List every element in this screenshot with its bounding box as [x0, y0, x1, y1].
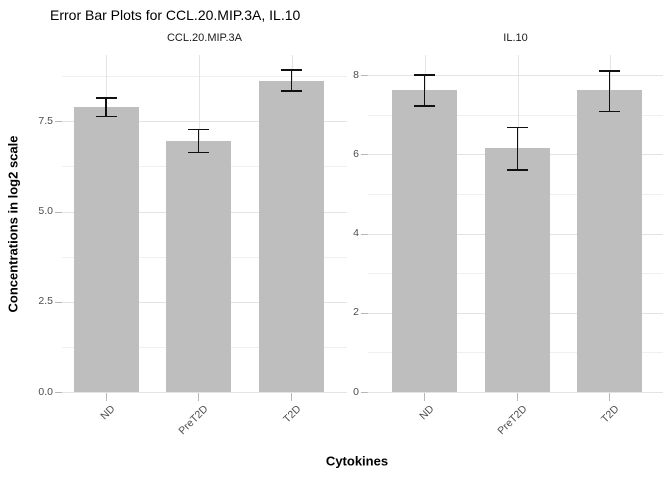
y-axis-tick-label: 6	[353, 147, 359, 160]
error-bar-cap-top	[414, 74, 435, 76]
x-axis-tick-label: ND	[416, 403, 436, 423]
y-axis-tick-label: 7.5	[38, 114, 53, 127]
bar-il-10-nd	[392, 90, 457, 392]
error-bar-cap-bottom	[95, 115, 117, 118]
y-axis-tick	[55, 301, 62, 303]
y-axis-tick-label: 0.0	[38, 385, 53, 398]
facet-strip-label-ccl-20-mip-3a: CCL.20.MIP.3A	[166, 32, 242, 44]
y-axis-tick	[361, 392, 368, 393]
error-bar-cap-bottom	[414, 105, 435, 107]
facet-strip-label-il-10: IL.10	[503, 32, 528, 44]
error-bar-line-il-10-nd	[423, 75, 426, 107]
error-bar-cap-top	[599, 70, 620, 73]
bar-il-10-t2d	[577, 90, 642, 392]
x-axis-tick	[517, 392, 518, 401]
y-axis-tick-label: 2.5	[38, 295, 53, 308]
error-bar-line-ccl-20-mip-3a-t2d	[290, 70, 293, 92]
x-axis-tick-label: T2D	[280, 403, 303, 426]
x-axis-tick-label: PreT2D	[175, 403, 210, 438]
error-bar-line-ccl-20-mip-3a-pret2d	[197, 129, 200, 153]
error-bar-cap-bottom	[599, 110, 620, 113]
y-axis-tick-label: 4	[353, 227, 359, 240]
error-bar-cap-bottom	[188, 151, 209, 154]
y-axis-tick-label: 5.0	[38, 205, 53, 218]
y-axis-tick	[361, 312, 368, 314]
bar-ccl-20-mip-3a-t2d	[259, 80, 324, 392]
error-bar-line-ccl-20-mip-3a-nd	[105, 97, 107, 117]
y-axis-tick	[361, 233, 368, 235]
error-bar-cap-top	[95, 97, 117, 99]
y-axis-tick	[55, 211, 62, 213]
y-axis-tick	[55, 392, 62, 393]
bar-ccl-20-mip-3a-nd	[73, 106, 139, 392]
error-bar-cap-top	[188, 128, 209, 131]
x-axis-tick-label: T2D	[598, 403, 621, 426]
gridline-minor	[62, 76, 347, 78]
x-axis-tick	[424, 392, 425, 401]
chart-title: Error Bar Plots for CCL.20.MIP.3A, IL.10	[50, 7, 301, 23]
x-axis-tick	[609, 392, 610, 401]
x-axis-title: Cytokines	[325, 453, 389, 469]
error-bar-cap-top	[507, 126, 528, 129]
gridline-minor	[368, 114, 663, 116]
y-axis-title: Concentrations in log2 scale	[5, 135, 21, 313]
bar-ccl-20-mip-3a-pret2d	[166, 141, 231, 392]
bar-il-10-pret2d	[485, 148, 550, 392]
gridline-major	[368, 392, 663, 393]
x-axis-tick	[291, 392, 292, 401]
y-axis-tick	[361, 154, 368, 156]
error-bar-cap-top	[281, 69, 302, 71]
error-bar-cap-bottom	[507, 169, 528, 171]
x-axis-tick	[198, 392, 199, 401]
error-bar-line-il-10-pret2d	[516, 127, 519, 170]
x-axis-tick	[105, 392, 107, 401]
x-axis-tick-label: PreT2D	[494, 403, 529, 438]
gridline-major	[368, 75, 663, 77]
x-axis-tick-label: ND	[98, 403, 118, 423]
gridline-major	[62, 121, 347, 123]
y-axis-tick-label: 0	[353, 385, 359, 398]
error-bar-cap-bottom	[281, 90, 302, 92]
y-axis-tick-label: 8	[353, 68, 359, 81]
gridline-major	[62, 392, 347, 393]
error-bar-line-il-10-t2d	[608, 71, 611, 112]
y-axis-tick	[55, 121, 62, 123]
y-axis-tick-label: 2	[353, 306, 359, 319]
y-axis-tick	[361, 75, 368, 77]
